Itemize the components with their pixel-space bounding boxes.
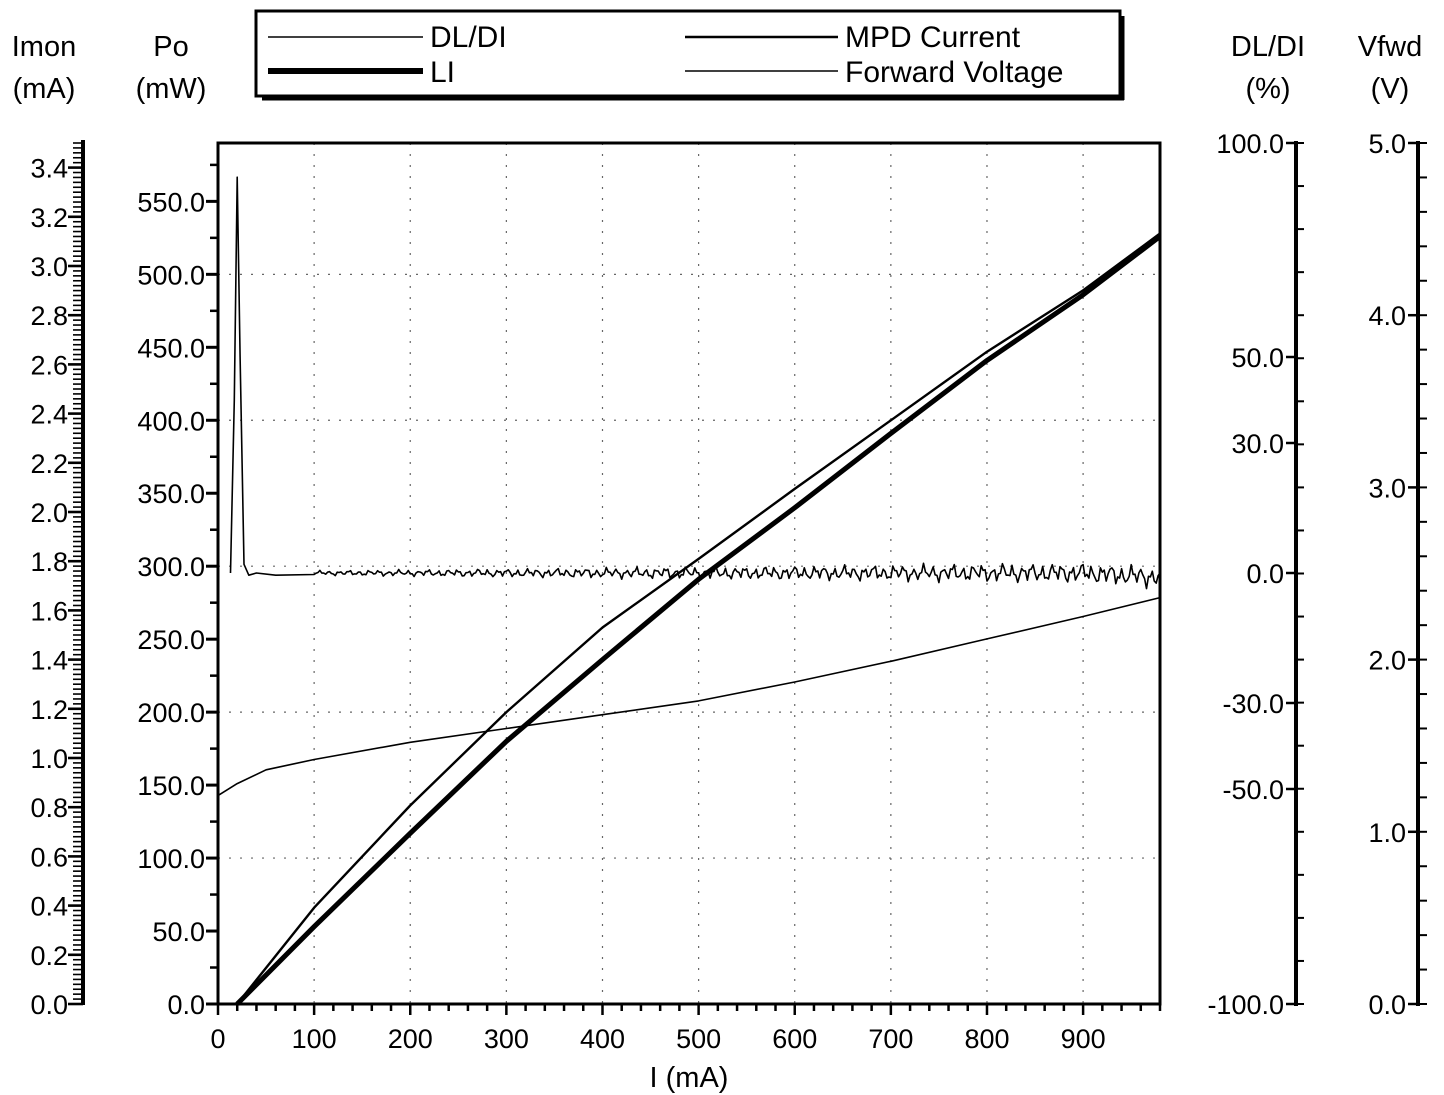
x-tick-label: 900 bbox=[1061, 1024, 1106, 1054]
imon-tick-label: 2.2 bbox=[30, 449, 68, 479]
series-dl-di bbox=[229, 176, 1161, 590]
x-tick-label: 600 bbox=[772, 1024, 817, 1054]
vfwd-axis-title: Vfwd bbox=[1358, 31, 1422, 63]
imon-tick-label: 3.2 bbox=[30, 203, 68, 233]
legend-label-dldi: DL/DI bbox=[430, 21, 507, 54]
imon-tick-label: 1.4 bbox=[30, 646, 68, 676]
dldi-tick-label: 50.0 bbox=[1231, 343, 1284, 373]
imon-tick-label: 2.0 bbox=[30, 498, 68, 528]
legend-label-fwd: Forward Voltage bbox=[845, 56, 1063, 89]
imon-tick-label: 2.4 bbox=[30, 400, 68, 430]
po-tick-label: 400.0 bbox=[137, 406, 205, 436]
plot-frame bbox=[216, 141, 1162, 1006]
dldi-tick-label: 30.0 bbox=[1231, 429, 1284, 459]
imon-tick-label: 1.8 bbox=[30, 547, 68, 577]
po-tick-label: 50.0 bbox=[152, 917, 205, 947]
po-tick-label: 0.0 bbox=[167, 990, 205, 1020]
x-tick-label: 800 bbox=[964, 1024, 1009, 1054]
x-tick-label: 700 bbox=[868, 1024, 913, 1054]
x-tick-label: 100 bbox=[292, 1024, 337, 1054]
dldi-tick-label: -50.0 bbox=[1222, 775, 1284, 805]
dldi-tick-label: 0.0 bbox=[1246, 559, 1284, 589]
po-tick-label: 350.0 bbox=[137, 479, 205, 509]
po-tick-label: 300.0 bbox=[137, 552, 205, 582]
dldi-tick-label: -30.0 bbox=[1222, 689, 1284, 719]
imon-tick-label: 0.6 bbox=[30, 842, 68, 872]
x-tick-label: 200 bbox=[388, 1024, 433, 1054]
imon-tick-label: 1.6 bbox=[30, 596, 68, 626]
po-axis-unit: (mW) bbox=[136, 73, 207, 105]
x-axis-title: I (mA) bbox=[650, 1062, 729, 1094]
x-tick-label: 400 bbox=[580, 1024, 625, 1054]
dldi-axis-title: DL/DI bbox=[1231, 31, 1305, 63]
imon-tick-label: 3.0 bbox=[30, 252, 68, 282]
imon-tick-label: 0.4 bbox=[30, 892, 68, 922]
x-tick-label: 500 bbox=[676, 1024, 721, 1054]
imon-tick-label: 0.0 bbox=[30, 990, 68, 1020]
series-forward-voltage bbox=[217, 596, 1161, 797]
vfwd-axis-unit: (V) bbox=[1371, 73, 1410, 105]
legend-label-mpd: MPD Current bbox=[845, 21, 1021, 54]
imon-tick-label: 2.6 bbox=[30, 350, 68, 380]
vfwd-tick-label: 2.0 bbox=[1368, 646, 1406, 676]
imon-axis-unit: (mA) bbox=[13, 73, 76, 105]
vfwd-tick-label: 3.0 bbox=[1368, 473, 1406, 503]
dldi-tick-label: -100.0 bbox=[1207, 990, 1284, 1020]
imon-axis-title: Imon bbox=[12, 31, 76, 63]
vfwd-tick-label: 1.0 bbox=[1368, 818, 1406, 848]
imon-tick-label: 1.0 bbox=[30, 744, 68, 774]
imon-tick-label: 3.4 bbox=[30, 154, 68, 184]
series-li bbox=[235, 234, 1162, 1006]
vfwd-tick-label: 4.0 bbox=[1368, 301, 1406, 331]
po-tick-label: 150.0 bbox=[137, 771, 205, 801]
po-tick-label: 450.0 bbox=[137, 333, 205, 363]
vfwd-tick-label: 5.0 bbox=[1368, 129, 1406, 159]
po-tick-label: 550.0 bbox=[137, 187, 205, 217]
po-tick-label: 500.0 bbox=[137, 260, 205, 290]
po-tick-label: 250.0 bbox=[137, 625, 205, 655]
po-tick-label: 100.0 bbox=[137, 844, 205, 874]
imon-tick-label: 1.2 bbox=[30, 695, 68, 725]
x-tick-label: 300 bbox=[484, 1024, 529, 1054]
po-axis-title: Po bbox=[153, 31, 188, 63]
dldi-tick-label: 100.0 bbox=[1216, 129, 1284, 159]
imon-tick-label: 0.8 bbox=[30, 793, 68, 823]
legend-label-li: LI bbox=[430, 56, 455, 89]
x-tick-label: 0 bbox=[210, 1024, 225, 1054]
legend: DL/DI MPD Current LI Forward Voltage bbox=[254, 9, 1125, 101]
imon-tick-label: 0.2 bbox=[30, 941, 68, 971]
dldi-axis-unit: (%) bbox=[1245, 73, 1290, 105]
imon-tick-label: 2.8 bbox=[30, 301, 68, 331]
vfwd-tick-label: 0.0 bbox=[1368, 990, 1406, 1020]
series-mpd-current bbox=[236, 232, 1161, 1005]
series-layer bbox=[217, 176, 1162, 1006]
axes: 0 100 200 300 400 500 600 700 800 900 I (mA) 0.0 50.… bbox=[12, 31, 1427, 1094]
po-tick-label: 200.0 bbox=[137, 698, 205, 728]
